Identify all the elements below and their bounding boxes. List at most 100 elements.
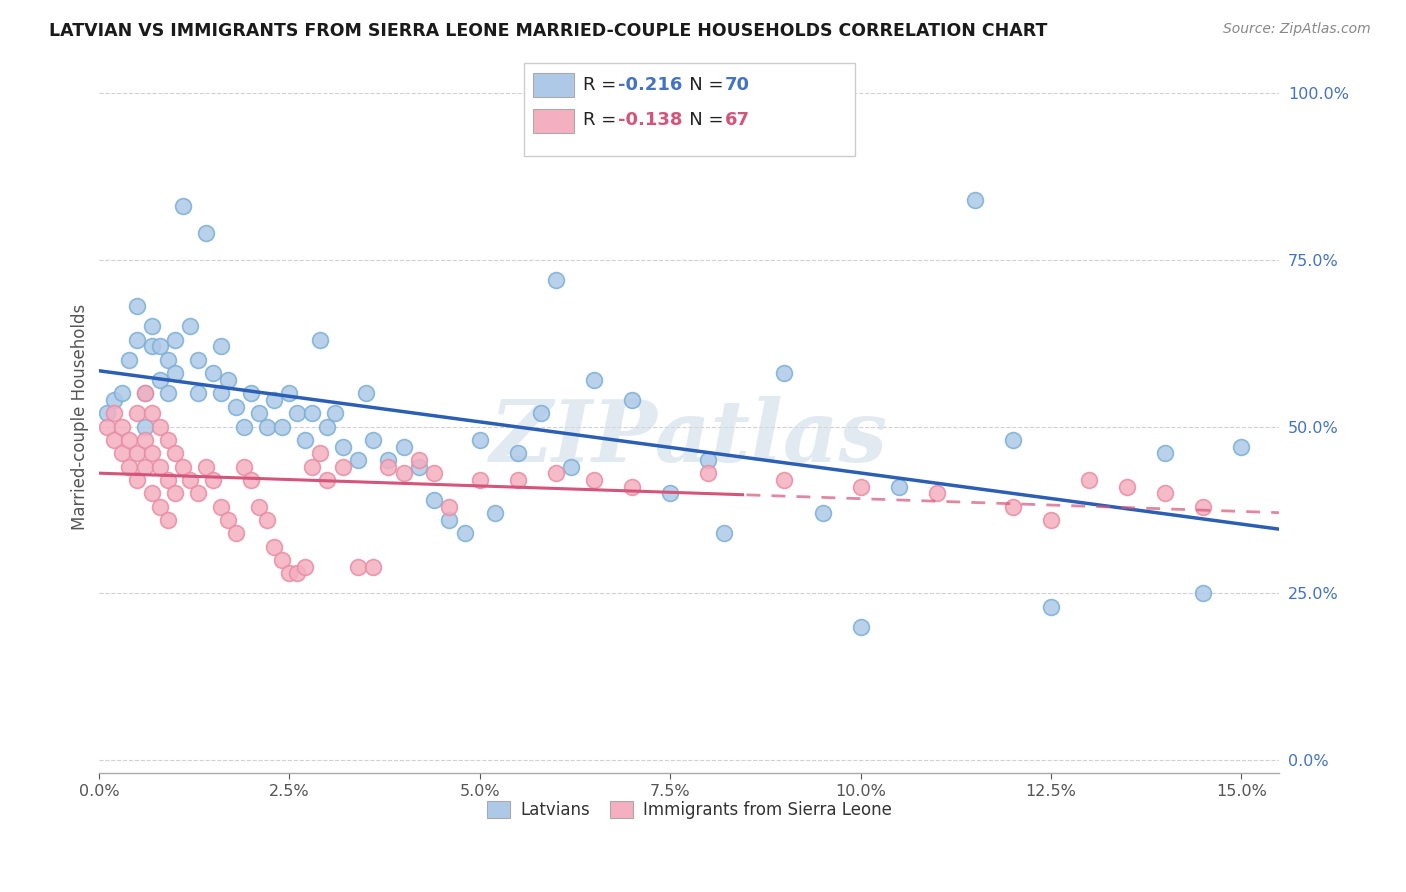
- Point: [301, 406, 323, 420]
- Point: [1001, 433, 1024, 447]
- Point: [849, 620, 872, 634]
- Point: [187, 352, 209, 367]
- Point: [294, 559, 316, 574]
- Point: [141, 319, 163, 334]
- Point: [247, 406, 270, 420]
- Point: [141, 446, 163, 460]
- Point: [301, 459, 323, 474]
- Text: -0.216: -0.216: [619, 76, 683, 94]
- Point: [103, 433, 125, 447]
- Point: [361, 433, 384, 447]
- Point: [811, 506, 834, 520]
- Point: [118, 352, 141, 367]
- Point: [165, 366, 187, 380]
- Text: 67: 67: [724, 112, 749, 129]
- Point: [530, 406, 553, 420]
- Text: 70: 70: [724, 76, 749, 94]
- Point: [1230, 440, 1253, 454]
- Point: [263, 392, 285, 407]
- Point: [202, 366, 225, 380]
- Point: [149, 419, 172, 434]
- Point: [165, 486, 187, 500]
- Text: ZIPatlas: ZIPatlas: [491, 396, 889, 480]
- Point: [156, 433, 179, 447]
- Point: [1116, 479, 1139, 493]
- Point: [125, 406, 148, 420]
- Point: [202, 473, 225, 487]
- Point: [423, 467, 446, 481]
- Point: [392, 440, 415, 454]
- Point: [332, 459, 354, 474]
- Y-axis label: Married-couple Households: Married-couple Households: [72, 303, 89, 530]
- Point: [165, 333, 187, 347]
- Point: [1040, 513, 1063, 527]
- Point: [225, 526, 247, 541]
- Point: [134, 419, 156, 434]
- Point: [156, 386, 179, 401]
- Point: [232, 419, 254, 434]
- Text: R =: R =: [583, 76, 621, 94]
- Point: [118, 433, 141, 447]
- Point: [773, 473, 796, 487]
- Point: [392, 467, 415, 481]
- Point: [583, 473, 606, 487]
- Point: [240, 473, 263, 487]
- Point: [187, 386, 209, 401]
- FancyBboxPatch shape: [533, 73, 574, 97]
- Point: [125, 333, 148, 347]
- Text: -0.138: -0.138: [619, 112, 683, 129]
- Point: [125, 446, 148, 460]
- Point: [621, 479, 644, 493]
- Point: [560, 459, 582, 474]
- Point: [773, 366, 796, 380]
- Point: [165, 446, 187, 460]
- Point: [408, 459, 430, 474]
- Point: [156, 513, 179, 527]
- Point: [1192, 586, 1215, 600]
- Legend: Latvians, Immigrants from Sierra Leone: Latvians, Immigrants from Sierra Leone: [479, 794, 898, 826]
- Point: [484, 506, 506, 520]
- Point: [194, 226, 217, 240]
- Point: [278, 386, 301, 401]
- Point: [179, 319, 201, 334]
- Point: [1192, 500, 1215, 514]
- Point: [697, 453, 720, 467]
- Point: [179, 473, 201, 487]
- Point: [308, 333, 330, 347]
- Point: [347, 453, 370, 467]
- Point: [439, 500, 461, 514]
- Point: [544, 273, 567, 287]
- Point: [111, 419, 134, 434]
- Point: [141, 339, 163, 353]
- Point: [849, 479, 872, 493]
- Point: [96, 419, 118, 434]
- Point: [149, 500, 172, 514]
- Point: [156, 473, 179, 487]
- Point: [270, 553, 292, 567]
- Point: [308, 446, 330, 460]
- Point: [103, 392, 125, 407]
- Point: [506, 473, 529, 487]
- Point: [285, 406, 308, 420]
- Point: [263, 540, 285, 554]
- Point: [963, 193, 986, 207]
- Point: [134, 459, 156, 474]
- Point: [256, 419, 278, 434]
- Text: N =: N =: [672, 76, 728, 94]
- Point: [1001, 500, 1024, 514]
- Point: [423, 492, 446, 507]
- Point: [544, 467, 567, 481]
- Point: [209, 386, 232, 401]
- Point: [103, 406, 125, 420]
- Point: [232, 459, 254, 474]
- Point: [332, 440, 354, 454]
- Point: [209, 500, 232, 514]
- Point: [354, 386, 377, 401]
- Point: [316, 419, 339, 434]
- Point: [225, 400, 247, 414]
- Text: N =: N =: [672, 112, 728, 129]
- Point: [134, 433, 156, 447]
- Point: [278, 566, 301, 581]
- Text: R =: R =: [583, 112, 621, 129]
- Point: [453, 526, 475, 541]
